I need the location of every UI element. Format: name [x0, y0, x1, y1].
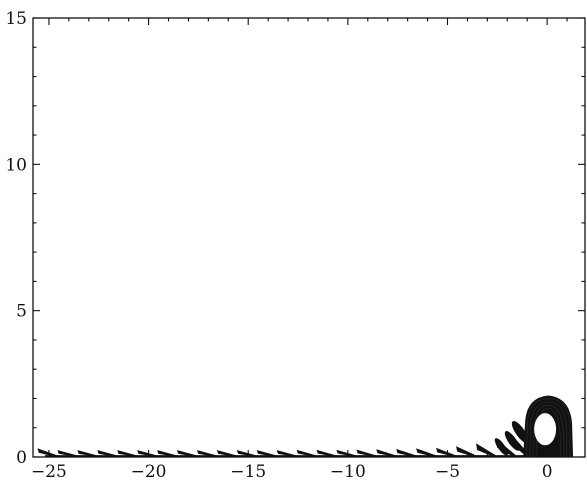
contour-lobe: [494, 438, 508, 456]
wake-streak: [475, 443, 498, 457]
y-axis: 0 5 10 15: [5, 9, 585, 468]
y-tick-label: 15: [5, 9, 27, 29]
contour-lobe: [511, 421, 529, 444]
contour-line: [532, 404, 564, 458]
y-tick-label: 10: [5, 155, 27, 175]
plot-frame: [32, 17, 586, 458]
x-tick-label: −5: [435, 462, 460, 482]
contour-line: [529, 401, 567, 458]
y-tick-label: 0: [16, 448, 27, 468]
x-axis: −25 −20 −15 −10 −5 0: [31, 18, 568, 482]
x-tick-label: 0: [542, 462, 553, 482]
x-tick-label: −10: [330, 462, 366, 482]
x-tick-label: −15: [230, 462, 266, 482]
plot-area: [37, 395, 574, 458]
contour-line: [526, 398, 571, 458]
wake-streak: [456, 446, 478, 457]
vortex-core: [534, 413, 557, 446]
y-tick-label: 5: [16, 302, 27, 322]
x-tick-label: −20: [131, 462, 167, 482]
contour-lobe: [504, 431, 520, 451]
x-tick-label: −25: [31, 462, 67, 482]
